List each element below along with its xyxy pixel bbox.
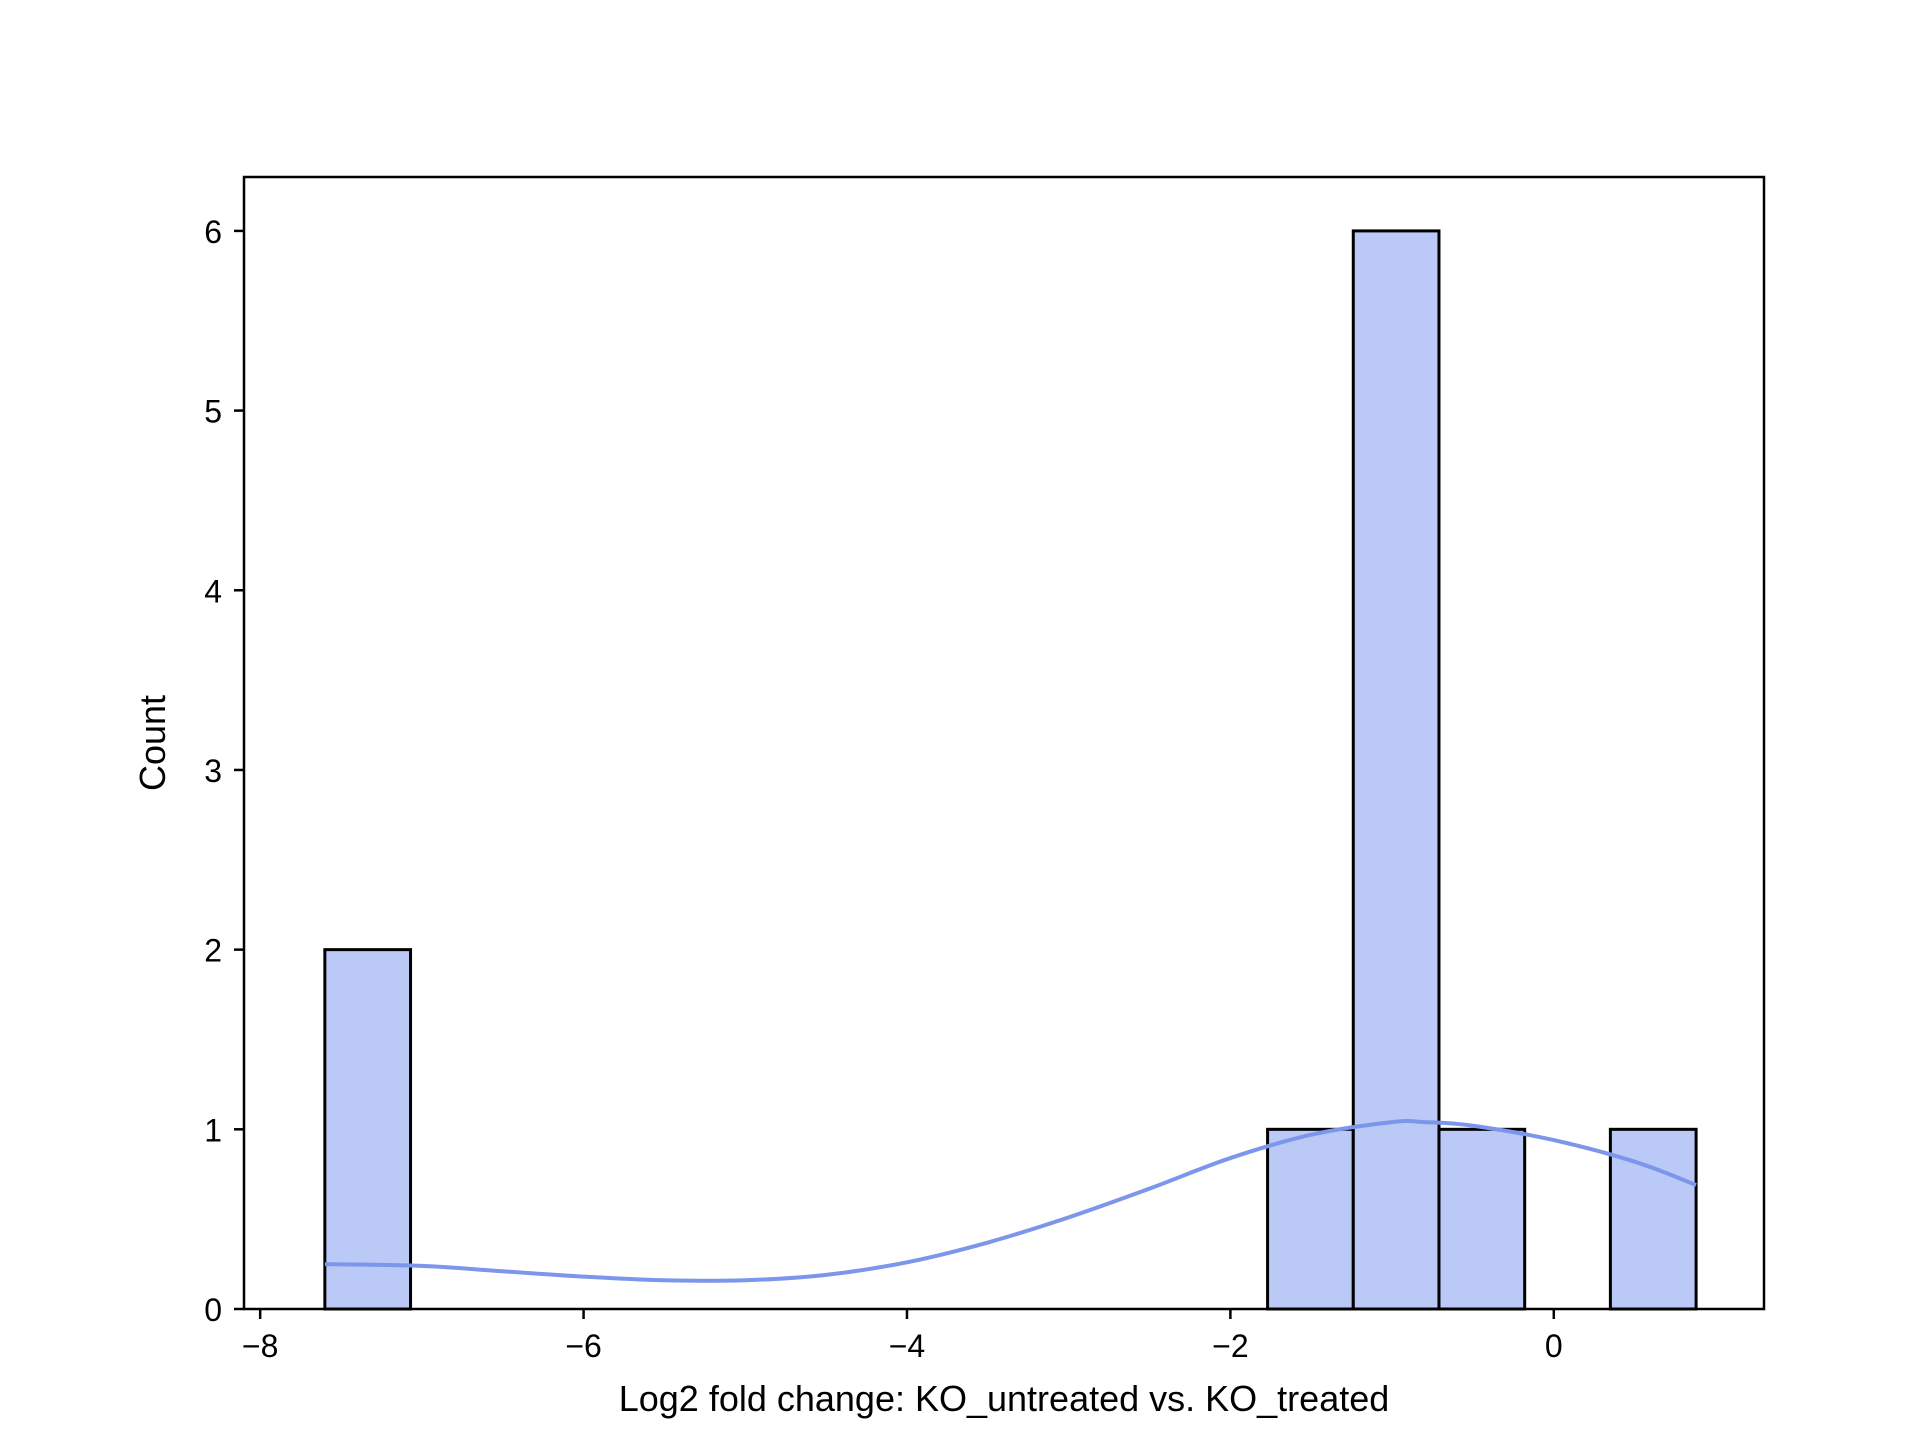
x-axis-ticks: −8 −6 −4 −2 0 bbox=[242, 1309, 1563, 1364]
y-tick-label: 4 bbox=[204, 573, 222, 609]
histogram-bars bbox=[323, 229, 1698, 1311]
histogram-bar bbox=[1437, 1127, 1527, 1311]
kde-curve bbox=[324, 1119, 1697, 1283]
histogram-bar bbox=[1351, 229, 1441, 1311]
plot-frame bbox=[242, 175, 1766, 1311]
x-tick-label: −4 bbox=[889, 1328, 925, 1364]
y-tick-label: 1 bbox=[204, 1112, 222, 1148]
y-tick-label: 3 bbox=[204, 753, 222, 789]
x-axis-label: Log2 fold change: KO_untreated vs. KO_tr… bbox=[619, 1378, 1390, 1419]
y-tick-label: 5 bbox=[204, 394, 222, 430]
y-tick-label: 0 bbox=[204, 1292, 222, 1328]
x-tick-label: −8 bbox=[242, 1328, 278, 1364]
histogram-bar bbox=[1266, 1127, 1355, 1311]
histogram-bar bbox=[323, 948, 413, 1311]
x-tick-label: 0 bbox=[1545, 1328, 1563, 1364]
x-tick-label: −6 bbox=[565, 1328, 601, 1364]
y-tick-label: 2 bbox=[204, 933, 222, 969]
y-tick-label: 6 bbox=[204, 214, 222, 250]
x-tick-label: −2 bbox=[1212, 1328, 1248, 1364]
y-axis-ticks: 0 1 2 3 4 5 6 bbox=[204, 214, 244, 1328]
y-axis-label: Count bbox=[132, 695, 173, 791]
